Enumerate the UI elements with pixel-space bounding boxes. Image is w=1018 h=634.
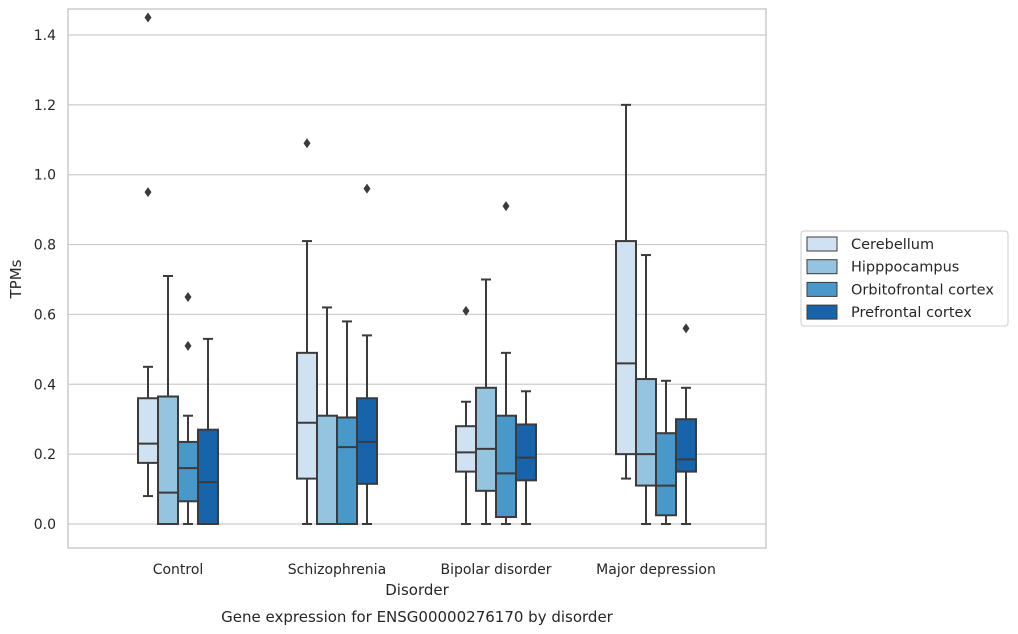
x-tick-label: Schizophrenia: [288, 562, 386, 578]
legend-label: Prefrontal cortex: [851, 305, 972, 321]
box-body: [316, 414, 338, 526]
y-axis-label: TPMs: [7, 259, 25, 299]
x-tick-label: Major depression: [596, 562, 716, 578]
y-tick-label: 0.8: [34, 238, 56, 254]
y-tick-label: 0.2: [34, 447, 56, 463]
y-tick-label: 0.4: [34, 377, 56, 393]
box-hipppocampus: [635, 254, 657, 525]
box-hipppocampus: [157, 275, 179, 525]
box-prefrontal-cortex: [675, 323, 697, 525]
x-tick-label: Control: [153, 562, 204, 578]
x-tick-label: Bipolar disorder: [440, 562, 551, 578]
outlier-point: [363, 183, 371, 194]
y-tick-label: 1.2: [34, 98, 56, 114]
outlier-point: [184, 340, 192, 351]
box-body: [455, 425, 477, 473]
legend-swatch: [806, 304, 838, 320]
box-body: [655, 432, 677, 517]
box-orbitofrontal-cortex: [655, 379, 677, 525]
box-body: [615, 240, 637, 456]
legend: Cerebellum Hipppocampus Orbitofrontal cort…: [800, 230, 1009, 327]
legend-swatch: [806, 281, 838, 297]
box-body: [197, 428, 219, 526]
y-tick-label: 1.4: [34, 28, 56, 44]
box-series: [137, 12, 697, 526]
legend-label: Cerebellum: [851, 237, 934, 253]
box-cerebellum: [615, 103, 637, 480]
box-cerebellum: [296, 138, 318, 525]
legend-frame: [800, 230, 1009, 327]
box-body: [475, 386, 497, 492]
box-body: [336, 416, 358, 526]
x-axis-ticks: Control Schizophrenia Bipolar disorder Majo…: [153, 562, 716, 578]
box-body: [675, 418, 697, 473]
y-tick-label: 0.6: [34, 307, 56, 323]
legend-swatch: [806, 259, 838, 275]
box-body: [515, 423, 537, 482]
legend-label: Hipppocampus: [851, 260, 959, 276]
y-axis-ticks: 0.0 0.2 0.4 0.6 0.8 1.0 1.2 1.4: [34, 28, 56, 533]
box-prefrontal-cortex: [515, 390, 537, 525]
legend-label: Orbitofrontal cortex: [851, 282, 994, 298]
outlier-point: [303, 138, 311, 149]
box-orbitofrontal-cortex: [177, 291, 199, 525]
plot-frame: [67, 8, 767, 549]
box-body: [635, 378, 657, 487]
box-cerebellum: [455, 305, 477, 525]
outlier-point: [502, 201, 510, 212]
box-body: [177, 440, 199, 503]
box-hipppocampus: [475, 278, 497, 525]
y-tick-label: 1.0: [34, 168, 56, 184]
outlier-point: [184, 291, 192, 302]
box-cerebellum: [137, 12, 159, 498]
box-orbitofrontal-cortex: [336, 320, 358, 526]
box-orbitofrontal-cortex: [495, 201, 517, 525]
chart-caption: Gene expression for ENSG00000276170 by d…: [221, 608, 614, 626]
outlier-point: [144, 12, 152, 23]
x-axis-label: Disorder: [385, 581, 449, 599]
y-tick-label: 0.0: [34, 517, 56, 533]
box-prefrontal-cortex: [197, 337, 219, 526]
outlier-point: [144, 187, 152, 198]
box-body: [296, 351, 318, 480]
box-body: [495, 414, 517, 519]
box-body: [137, 397, 159, 464]
box-body: [157, 395, 179, 525]
outlier-point: [462, 305, 470, 316]
box-prefrontal-cortex: [356, 183, 378, 525]
legend-swatch: [806, 236, 838, 252]
outlier-point: [682, 323, 690, 334]
box-hipppocampus: [316, 306, 338, 526]
